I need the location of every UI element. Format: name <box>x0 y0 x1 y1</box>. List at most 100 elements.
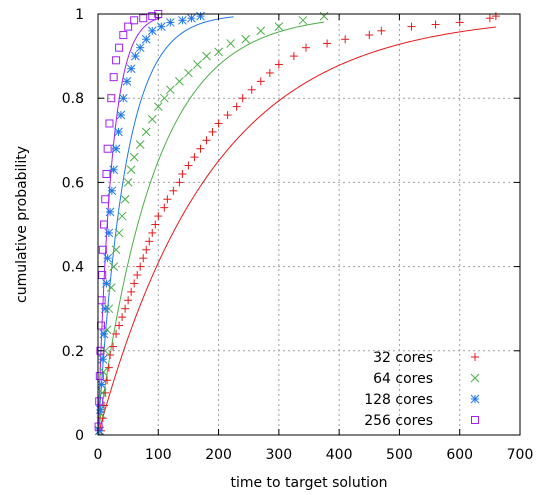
data-point <box>139 254 148 263</box>
data-point <box>98 245 107 254</box>
data-point <box>123 178 133 187</box>
data-point <box>175 178 184 187</box>
x-tick-label: 100 <box>145 447 172 463</box>
data-point <box>193 60 202 69</box>
data-point <box>94 422 103 431</box>
data-point <box>109 262 119 271</box>
data-point <box>100 220 109 229</box>
data-point <box>107 186 117 196</box>
data-point <box>226 39 235 48</box>
data-point <box>112 56 121 65</box>
data-point <box>129 152 139 162</box>
data-point <box>111 245 121 255</box>
y-axis-label: cumulative probability <box>14 146 30 303</box>
data-point <box>99 367 108 377</box>
data-point <box>97 388 107 398</box>
data-point <box>118 93 128 103</box>
y-tick-label: 0.8 <box>62 91 84 107</box>
data-point <box>148 228 157 237</box>
data-point <box>178 169 187 178</box>
y-tick-label: 0.2 <box>62 344 84 360</box>
data-point <box>99 329 109 339</box>
legend-marker <box>470 373 480 383</box>
legend-label: 64 cores <box>373 371 433 387</box>
data-point <box>126 64 136 74</box>
data-point <box>103 253 112 263</box>
data-point <box>341 35 350 44</box>
legend-marker <box>471 416 479 424</box>
data-point <box>109 73 118 82</box>
data-point <box>100 346 110 356</box>
data-point <box>102 169 111 178</box>
data-point <box>98 354 108 364</box>
fit-curve <box>97 16 234 436</box>
data-point <box>105 207 115 217</box>
data-point <box>122 77 132 86</box>
data-point <box>485 14 494 23</box>
fit-curve <box>97 26 496 436</box>
data-point <box>118 313 127 322</box>
data-point <box>103 144 112 153</box>
x-tick-label: 400 <box>326 447 353 463</box>
fit-curve <box>97 21 325 436</box>
data-point <box>124 296 133 305</box>
data-point <box>154 212 163 221</box>
plot-frame <box>97 13 521 436</box>
data-point <box>160 203 169 212</box>
data-point <box>135 140 145 149</box>
data-point <box>175 77 184 86</box>
data-point <box>101 195 110 204</box>
x-tick-label: 600 <box>446 447 473 463</box>
data-point <box>151 220 160 229</box>
data-point <box>105 119 114 128</box>
data-point <box>491 12 500 21</box>
legend-marker <box>471 353 479 361</box>
data-point <box>202 136 211 145</box>
data-point <box>95 372 104 381</box>
data-point <box>214 47 223 57</box>
data-point <box>163 195 172 204</box>
x-axis-label: time to target solution <box>230 475 387 491</box>
data-point <box>109 165 119 175</box>
data-point <box>147 26 157 36</box>
data-point <box>184 161 193 170</box>
y-tick-label: 0 <box>75 428 84 444</box>
data-point <box>323 39 332 48</box>
tick-labels: 0 100 200 300 400 500 600 700 0 0.2 0.4 0.6 0.8 1 <box>62 7 534 463</box>
data-point <box>126 165 136 175</box>
data-point <box>115 43 124 52</box>
data-point <box>97 296 106 305</box>
x-tick-label: 500 <box>386 447 413 463</box>
x-tick-label: 0 <box>94 447 103 463</box>
data-point <box>135 43 145 53</box>
data-point <box>106 351 115 360</box>
data-point <box>116 110 126 120</box>
grid-lines <box>98 14 520 435</box>
data-point <box>319 11 329 21</box>
data-point <box>117 211 127 221</box>
data-point <box>256 77 265 86</box>
data-point <box>153 102 163 111</box>
data-point <box>289 52 298 61</box>
data-point <box>130 279 139 288</box>
data-point <box>111 144 121 154</box>
data-point <box>184 68 193 78</box>
x-tick-label: 300 <box>265 447 292 463</box>
data-point <box>202 51 211 61</box>
data-point <box>232 102 241 111</box>
data-point <box>104 228 114 238</box>
data-point <box>127 287 136 296</box>
data-point <box>130 16 139 25</box>
data-point <box>407 22 416 31</box>
data-point <box>241 34 251 44</box>
y-tick-label: 1 <box>75 7 84 23</box>
data-point <box>107 94 116 103</box>
data-point <box>95 397 104 406</box>
data-point <box>97 380 106 389</box>
data-point <box>214 119 223 128</box>
data-point <box>247 85 256 94</box>
data-point <box>139 14 148 23</box>
data-point <box>208 127 217 136</box>
data-point <box>431 20 440 29</box>
